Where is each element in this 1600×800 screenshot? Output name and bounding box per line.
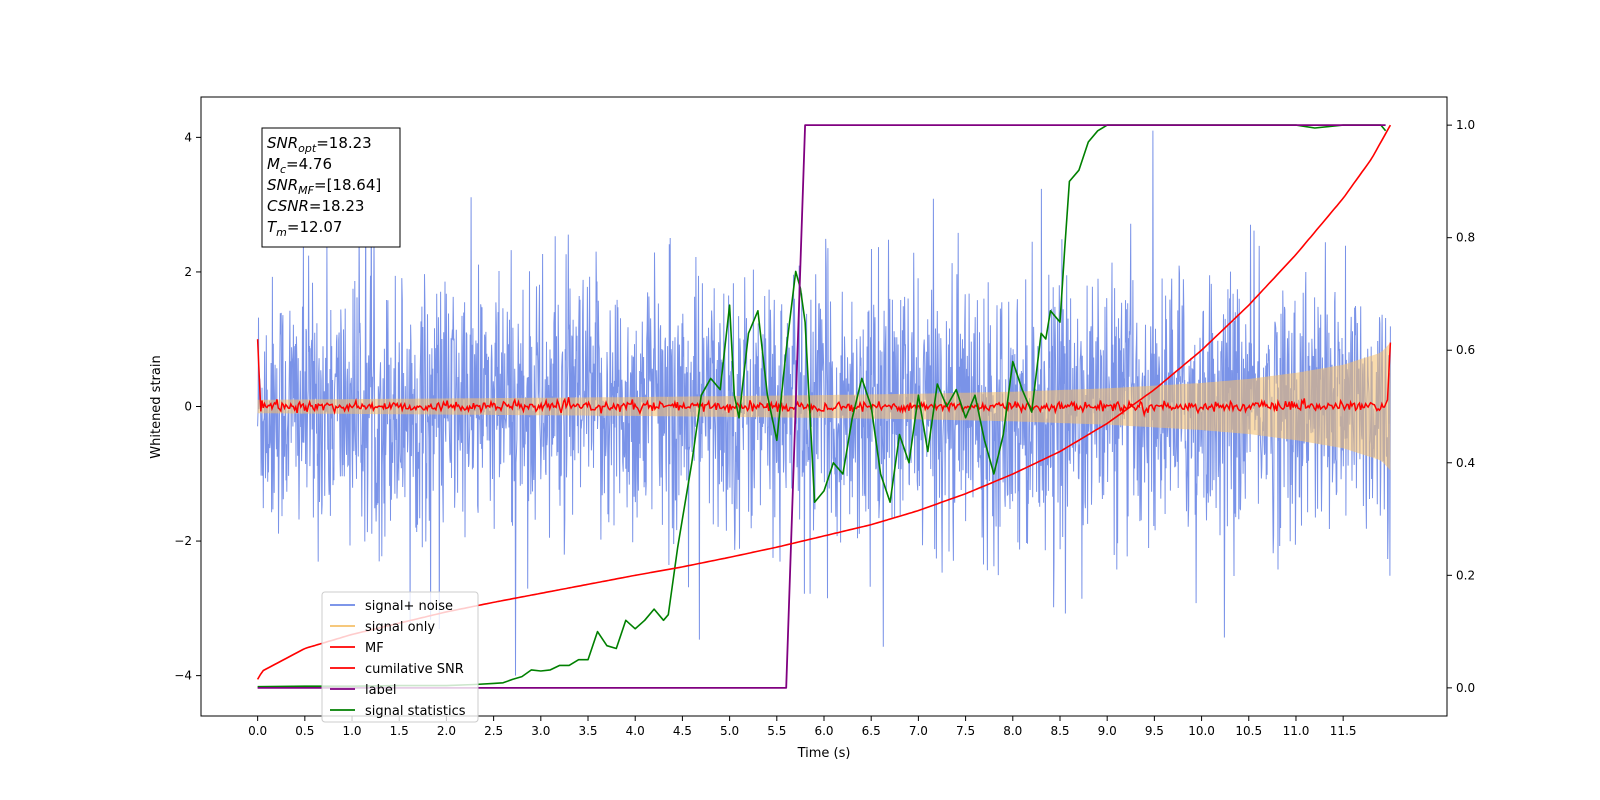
- legend-frame: [321, 591, 479, 723]
- legend-label: signal statistics: [365, 704, 466, 719]
- y2-tick-label: 0.2: [1456, 568, 1475, 582]
- series-mf: [256, 339, 1392, 418]
- x-axis-title: Time (s): [797, 746, 851, 761]
- x-tick-label: 11.5: [1330, 724, 1357, 738]
- y2-tick-label: 1.0: [1456, 118, 1475, 132]
- y2-tick-label: 0.0: [1456, 681, 1475, 695]
- legend-label: MF: [365, 641, 384, 656]
- x-tick-label: 4.0: [626, 724, 645, 738]
- x-tick-label: 1.0: [342, 724, 361, 738]
- x-tick-label: 0.0: [248, 724, 267, 738]
- legend-label: label: [365, 683, 396, 698]
- x-tick-label: 11.0: [1283, 724, 1310, 738]
- stats-line: CSNR=18.23: [267, 197, 364, 215]
- x-tick-label: 2.0: [437, 724, 456, 738]
- y2-tick-label: 0.6: [1456, 343, 1475, 357]
- y-tick-label: −2: [174, 534, 192, 548]
- y-tick-label: 4: [184, 130, 192, 144]
- x-tick-label: 5.0: [720, 724, 739, 738]
- stats-line: Tm=12.07: [267, 218, 342, 239]
- y-axis-title: Whitened strain: [149, 355, 164, 458]
- y-tick-label: 0: [184, 400, 192, 414]
- legend: signal+ noise signal only MF cumilative SNR…: [321, 591, 479, 723]
- stats-line: SNRMF=[18.64]: [267, 176, 381, 197]
- stats-annotation-box: SNRopt=18.23Mc=4.76SNRMF=[18.64]CSNR=18.…: [261, 127, 401, 248]
- legend-label: cumilative SNR: [365, 662, 464, 677]
- x-tick-label: 9.0: [1098, 724, 1117, 738]
- legend-label: signal+ noise: [365, 599, 453, 614]
- x-tick-label: 8.0: [1003, 724, 1022, 738]
- x-tick-label: 8.5: [1050, 724, 1069, 738]
- x-tick-label: 3.5: [578, 724, 597, 738]
- series-signal-statistics: [257, 124, 1387, 688]
- x-tick-label: 3.0: [531, 724, 550, 738]
- x-tick-label: 0.5: [295, 724, 314, 738]
- stats-line: Mc=4.76: [267, 155, 332, 176]
- x-tick-label: 9.5: [1145, 724, 1164, 738]
- x-tick-label: 6.0: [814, 724, 833, 738]
- x-tick-label: 6.5: [862, 724, 881, 738]
- x-tick-label: 4.5: [673, 724, 692, 738]
- stats-line: SNRopt=18.23: [267, 134, 372, 155]
- y2-tick-label: 0.8: [1456, 231, 1475, 245]
- y2-tick-label: 0.4: [1456, 456, 1475, 470]
- x-tick-label: 7.5: [956, 724, 975, 738]
- x-tick-label: 1.5: [390, 724, 409, 738]
- x-tick-label: 7.0: [909, 724, 928, 738]
- x-tick-label: 5.5: [767, 724, 786, 738]
- legend-label: signal only: [365, 620, 435, 635]
- x-tick-label: 10.0: [1188, 724, 1215, 738]
- x-tick-label: 2.5: [484, 724, 503, 738]
- series-label: [257, 124, 1386, 689]
- x-tick-label: 10.5: [1235, 724, 1262, 738]
- y-tick-label: −4: [174, 669, 192, 683]
- y-tick-label: 2: [184, 265, 192, 279]
- stats-box-frame: [261, 127, 401, 248]
